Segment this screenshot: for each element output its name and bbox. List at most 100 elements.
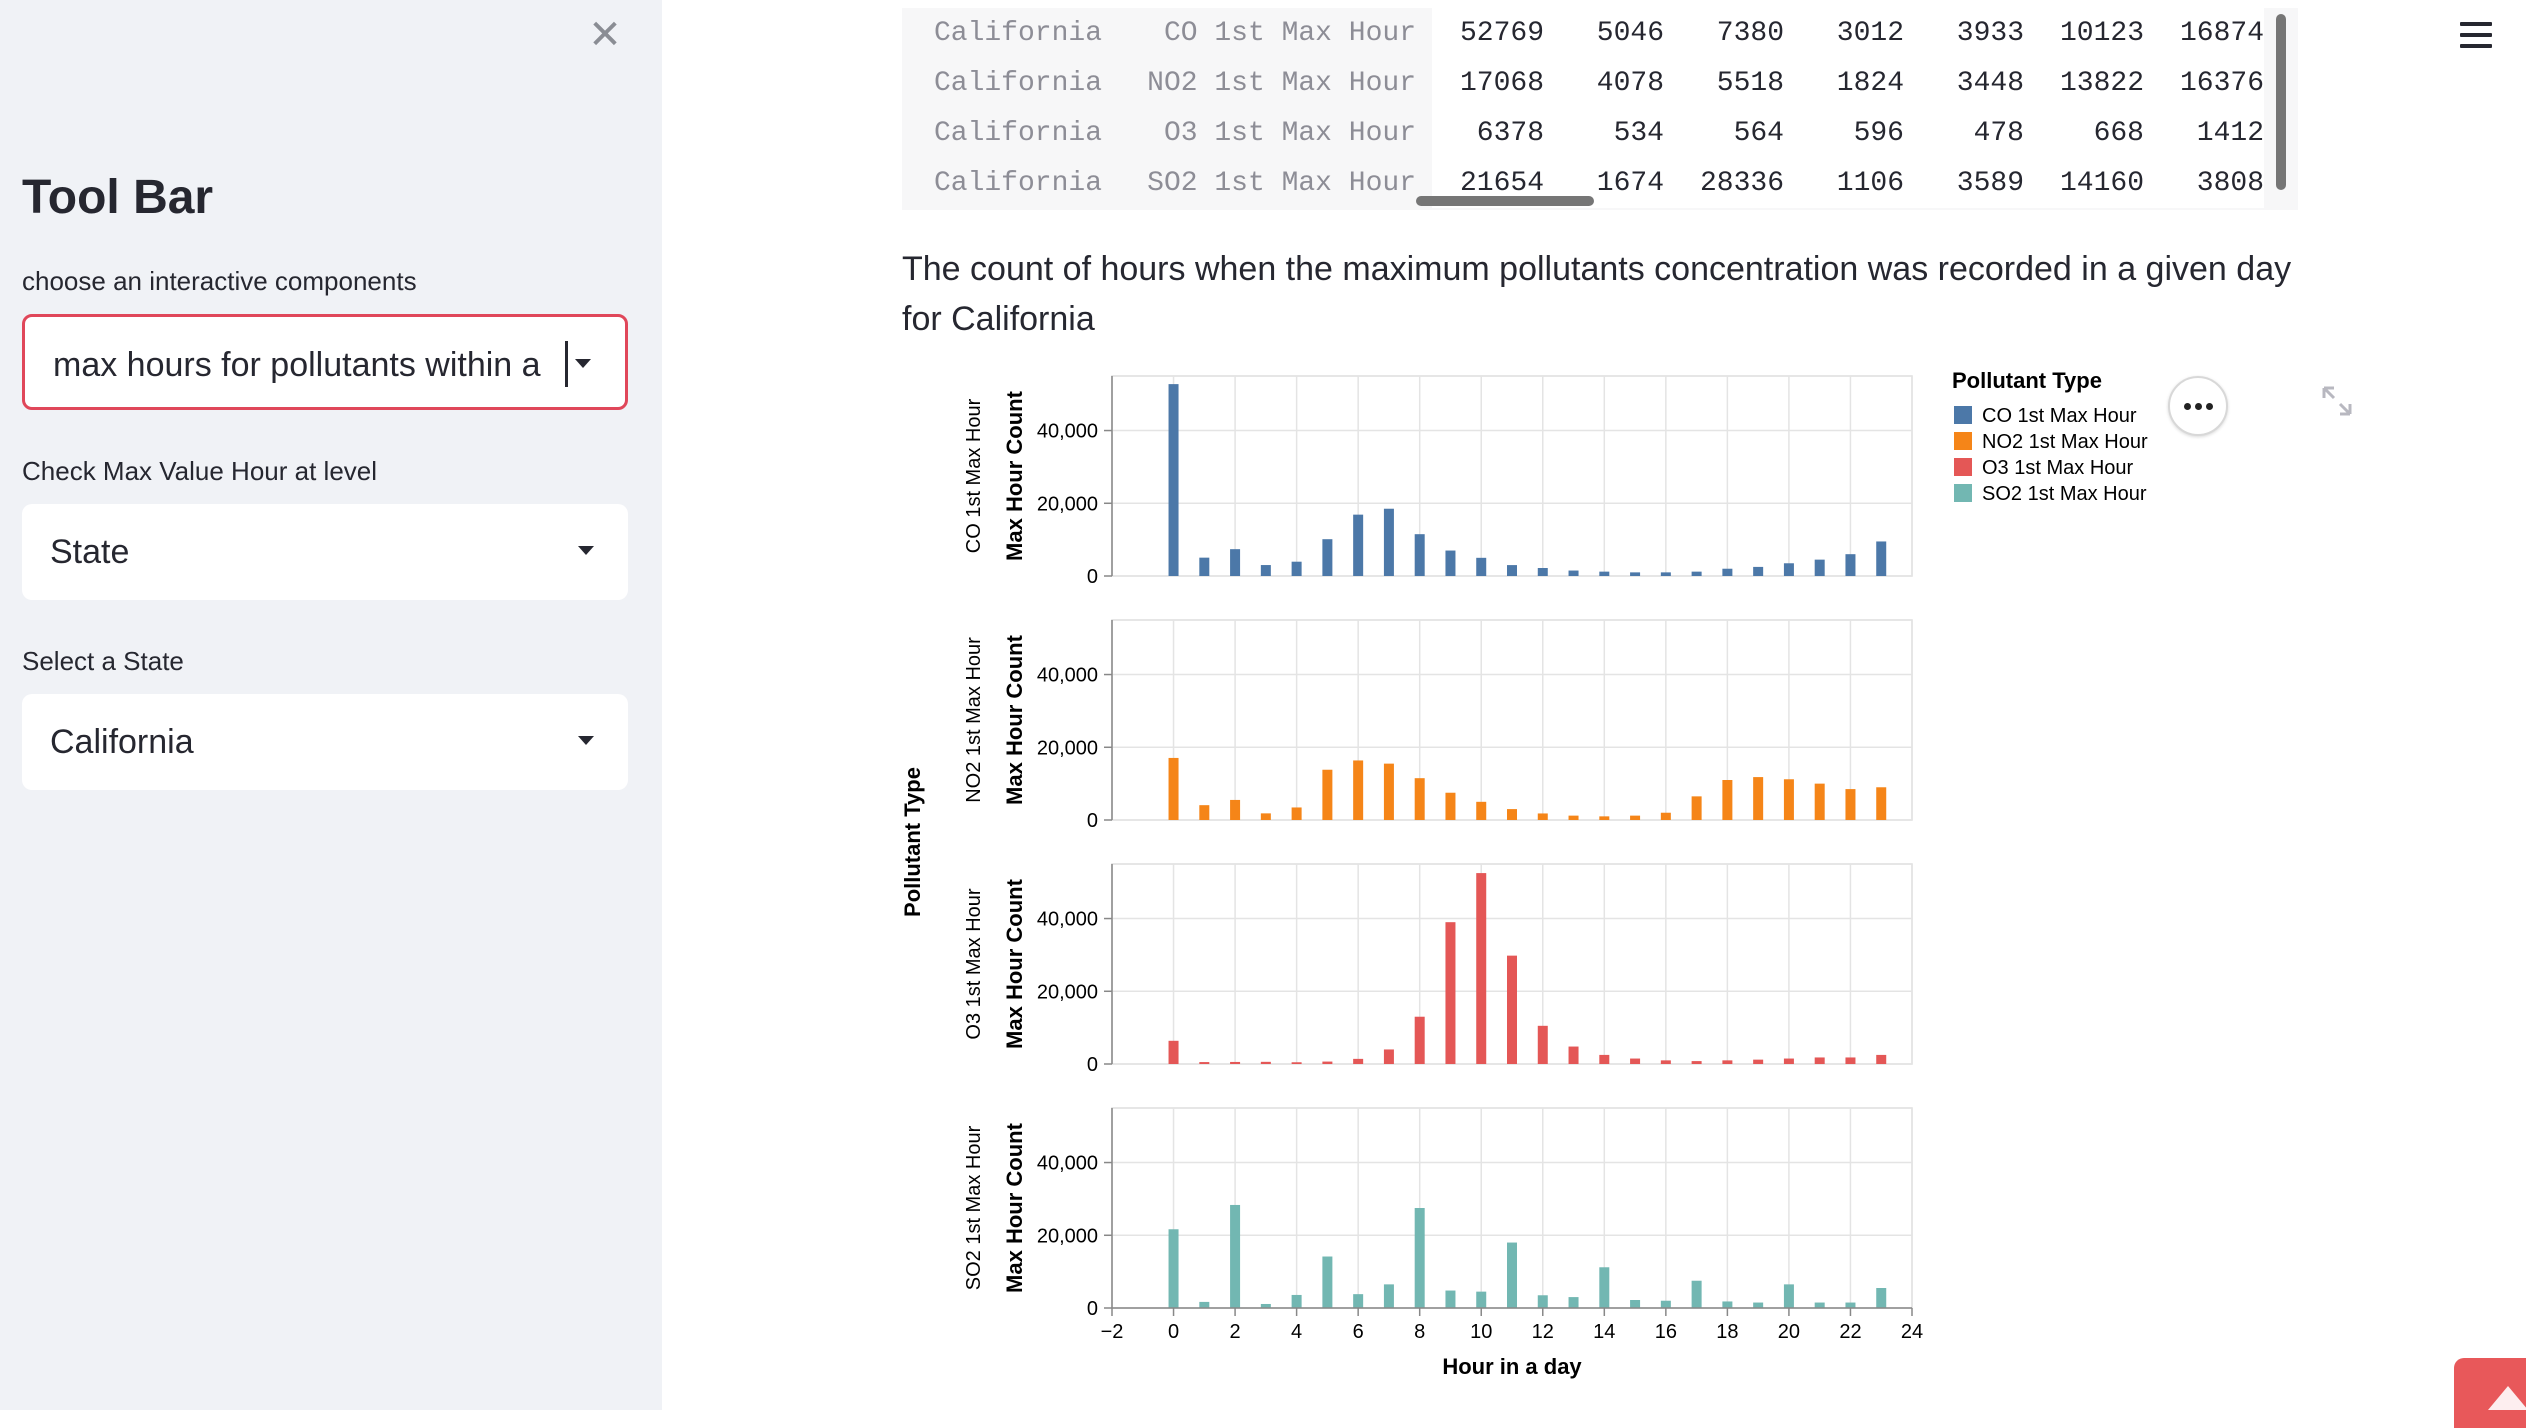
bar[interactable] — [1814, 1302, 1825, 1308]
bar[interactable] — [1691, 1280, 1702, 1308]
hamburger-menu-icon[interactable] — [2460, 22, 2492, 50]
bar[interactable] — [1630, 815, 1641, 820]
bar[interactable] — [1383, 508, 1394, 576]
bar[interactable] — [1414, 778, 1425, 820]
bar[interactable] — [1630, 1300, 1641, 1308]
vertical-scrollbar[interactable] — [2276, 14, 2286, 190]
close-icon[interactable]: ✕ — [588, 12, 622, 58]
bar[interactable] — [1876, 787, 1887, 820]
bar[interactable] — [1230, 1204, 1241, 1308]
bar[interactable] — [1599, 1267, 1610, 1308]
bar[interactable] — [1445, 792, 1456, 820]
bar[interactable] — [1199, 805, 1210, 820]
bar[interactable] — [1691, 796, 1702, 820]
chevron-down-icon[interactable] — [578, 546, 594, 555]
bar[interactable] — [1199, 1062, 1210, 1064]
chevron-down-icon[interactable] — [578, 736, 594, 745]
bar[interactable] — [1814, 783, 1825, 820]
bar[interactable] — [1507, 809, 1517, 820]
component-select[interactable]: max hours for pollutants within a ... — [22, 314, 628, 410]
bar[interactable] — [1476, 557, 1487, 576]
more-options-icon[interactable] — [2168, 376, 2228, 436]
chevron-down-icon[interactable] — [575, 359, 591, 368]
bar[interactable] — [1414, 534, 1425, 576]
bar[interactable] — [1230, 1061, 1241, 1064]
bar[interactable] — [1691, 1061, 1702, 1064]
level-select[interactable]: State — [22, 504, 628, 600]
bar[interactable] — [1722, 1301, 1733, 1308]
bar[interactable] — [1537, 1025, 1548, 1064]
bar[interactable] — [1168, 1229, 1179, 1308]
bar[interactable] — [1568, 1297, 1579, 1308]
bar[interactable] — [1722, 568, 1733, 576]
bar[interactable] — [1845, 789, 1856, 820]
bar[interactable] — [1660, 1300, 1671, 1308]
bar[interactable] — [1507, 565, 1517, 576]
bar[interactable] — [1660, 572, 1671, 576]
bar[interactable] — [1660, 1060, 1671, 1064]
bar[interactable] — [1414, 1016, 1425, 1064]
bar[interactable] — [1353, 1058, 1364, 1064]
bar[interactable] — [1199, 557, 1210, 576]
bar[interactable] — [1845, 1057, 1856, 1064]
bar[interactable] — [1691, 571, 1702, 576]
bar[interactable] — [1753, 566, 1764, 576]
bar[interactable] — [1568, 570, 1579, 576]
bar[interactable] — [1353, 760, 1364, 820]
bar[interactable] — [1445, 922, 1456, 1064]
bar[interactable] — [1291, 1062, 1302, 1064]
bar[interactable] — [1876, 1288, 1887, 1308]
bar[interactable] — [1168, 384, 1179, 576]
bar[interactable] — [1414, 1208, 1425, 1308]
bar[interactable] — [1753, 1302, 1764, 1308]
bar[interactable] — [1537, 568, 1548, 576]
bar[interactable] — [1876, 541, 1887, 576]
bar[interactable] — [1476, 873, 1487, 1064]
app-badge[interactable] — [2454, 1358, 2526, 1428]
bar[interactable] — [1660, 812, 1671, 820]
bar[interactable] — [1383, 1284, 1394, 1308]
bar[interactable] — [1568, 1046, 1579, 1064]
bar[interactable] — [1291, 1294, 1302, 1308]
bar[interactable] — [1537, 813, 1548, 820]
bar[interactable] — [1322, 769, 1333, 820]
data-table[interactable]: California CO 1st Max Hour 52769 5046 7380 30… — [902, 8, 2298, 210]
bar[interactable] — [1722, 780, 1733, 820]
bar[interactable] — [1168, 757, 1179, 820]
bar[interactable] — [1753, 1059, 1764, 1064]
bar[interactable] — [1230, 799, 1241, 820]
bar[interactable] — [1260, 813, 1271, 820]
bar[interactable] — [1507, 1242, 1517, 1308]
bar[interactable] — [1599, 1054, 1610, 1064]
bar[interactable] — [1722, 1060, 1733, 1064]
bar[interactable] — [1845, 554, 1856, 576]
bar[interactable] — [1537, 1295, 1548, 1308]
bar[interactable] — [1199, 1301, 1210, 1308]
bar[interactable] — [1783, 1058, 1794, 1064]
bar[interactable] — [1876, 1054, 1887, 1064]
bar[interactable] — [1783, 563, 1794, 576]
bar[interactable] — [1630, 1058, 1641, 1064]
bar[interactable] — [1507, 955, 1517, 1064]
bar[interactable] — [1599, 571, 1610, 576]
bar[interactable] — [1445, 1290, 1456, 1308]
bar[interactable] — [1353, 514, 1364, 576]
bar[interactable] — [1291, 561, 1302, 576]
bar[interactable] — [1599, 816, 1610, 820]
bar[interactable] — [1353, 1294, 1364, 1308]
bar[interactable] — [1476, 1291, 1487, 1308]
bar[interactable] — [1783, 1284, 1794, 1308]
bar[interactable] — [1230, 549, 1241, 576]
bar[interactable] — [1322, 1061, 1333, 1064]
bar[interactable] — [1260, 1303, 1271, 1308]
bar[interactable] — [1814, 559, 1825, 576]
horizontal-scrollbar[interactable] — [1416, 196, 1594, 206]
bar[interactable] — [1753, 777, 1764, 820]
pollutant-chart[interactable]: 0 20,000 40,000 Max Hour Count CO 1st Max Ho… — [880, 360, 2180, 1390]
fullscreen-expand-icon[interactable] — [2320, 384, 2354, 418]
bar[interactable] — [1783, 779, 1794, 820]
bar[interactable] — [1383, 1049, 1394, 1064]
bar[interactable] — [1260, 565, 1271, 576]
bar[interactable] — [1445, 550, 1456, 576]
bar[interactable] — [1322, 539, 1333, 576]
